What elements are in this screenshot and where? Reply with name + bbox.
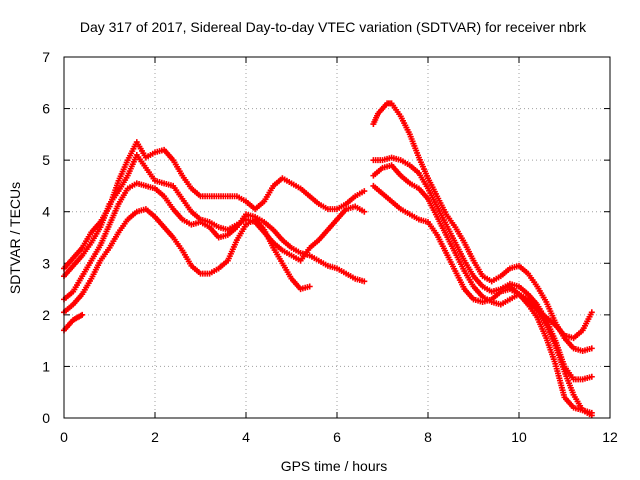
data-point-marker bbox=[306, 283, 313, 290]
series-track-c bbox=[61, 180, 368, 303]
y-tick-label: 1 bbox=[42, 358, 50, 374]
data-point-marker bbox=[361, 208, 368, 215]
data-point-marker bbox=[79, 311, 86, 318]
y-axis-title: SDTVAR / TECUs bbox=[7, 182, 23, 294]
data-point-marker bbox=[588, 373, 595, 380]
y-tick-label: 0 bbox=[42, 410, 50, 426]
plot-frame bbox=[63, 56, 611, 419]
series-track-i bbox=[370, 182, 595, 416]
data-point-marker bbox=[588, 309, 595, 316]
y-tick-label: 6 bbox=[42, 101, 50, 117]
data-point-marker bbox=[588, 345, 595, 352]
data-point-marker bbox=[361, 278, 368, 285]
y-tick-label: 4 bbox=[42, 204, 50, 220]
y-tick-label: 5 bbox=[42, 152, 50, 168]
series-track-g bbox=[370, 154, 595, 383]
series-track-f bbox=[370, 100, 595, 354]
data-point-marker bbox=[588, 409, 595, 416]
series-track-j bbox=[497, 283, 595, 342]
y-tick-label: 7 bbox=[42, 49, 50, 65]
x-tick-label: 8 bbox=[424, 429, 432, 445]
x-tick-label: 4 bbox=[242, 429, 250, 445]
x-tick-label: 6 bbox=[333, 429, 341, 445]
series-track-e bbox=[61, 311, 86, 334]
data-series bbox=[61, 100, 595, 419]
x-tick-label: 10 bbox=[511, 429, 527, 445]
data-point-marker bbox=[361, 188, 368, 195]
x-tick-label: 0 bbox=[60, 429, 68, 445]
x-tick-label: 2 bbox=[151, 429, 159, 445]
x-tick-label: 12 bbox=[602, 429, 618, 445]
series-track-d bbox=[61, 206, 313, 316]
y-tick-label: 2 bbox=[42, 307, 50, 323]
x-axis-title: GPS time / hours bbox=[281, 458, 388, 474]
chart-title: Day 317 of 2017, Sidereal Day-to-day VTE… bbox=[80, 19, 587, 35]
y-tick-label: 3 bbox=[42, 255, 50, 271]
grid bbox=[64, 57, 610, 418]
